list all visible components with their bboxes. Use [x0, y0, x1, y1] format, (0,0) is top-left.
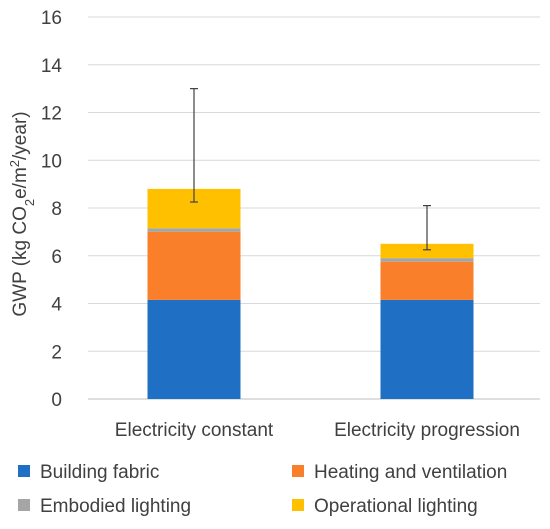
bar-segment-embodied-lighting: [380, 258, 474, 262]
legend-item: Heating and ventilation: [292, 462, 507, 483]
error-bar: [423, 205, 431, 251]
y-tick-label: 6: [51, 247, 62, 268]
legend-item: Embodied lighting: [18, 496, 191, 517]
y-tick-label: 10: [41, 151, 62, 172]
legend-label: Embodied lighting: [40, 496, 191, 517]
bar-segment-heating-and-ventilation: [380, 261, 474, 300]
legend-label: Heating and ventilation: [314, 462, 507, 483]
legend-swatch: [292, 465, 304, 477]
y-axis-title-mid: e/m: [10, 167, 31, 199]
bar-segment-building-fabric: [147, 299, 241, 399]
legend-swatch: [292, 499, 304, 511]
y-axis-title-sub: 2: [22, 199, 37, 206]
legend-label: Operational lighting: [314, 496, 478, 517]
legend: Building fabric Heating and ventilation Em…: [18, 462, 507, 517]
y-axis-title-prefix: GWP (kg CO: [10, 206, 31, 317]
legend-item: Operational lighting: [292, 496, 478, 517]
y-tick-label: 4: [51, 295, 62, 316]
category-labels: Electricity constant Electricity progress…: [115, 420, 520, 441]
legend-swatch: [18, 465, 30, 477]
y-tick-label: 12: [41, 104, 62, 125]
legend-swatch: [18, 499, 30, 511]
bars: [147, 188, 474, 399]
bar-segment-embodied-lighting: [147, 228, 241, 232]
legend-label: Building fabric: [40, 462, 159, 483]
y-axis-title: GWP (kg CO2e/m2/year): [7, 111, 37, 316]
y-tick-label: 2: [51, 342, 62, 363]
y-axis-title-sup: 2: [7, 160, 22, 167]
y-tick-label: 8: [51, 199, 62, 220]
y-tick-label: 16: [41, 8, 62, 29]
y-axis-title-suffix: /year): [10, 111, 31, 160]
bar-segment-heating-and-ventilation: [147, 231, 241, 300]
legend-item: Building fabric: [18, 462, 159, 483]
category-label: Electricity progression: [334, 420, 520, 441]
y-tick-label: 0: [51, 390, 62, 411]
error-bar: [190, 88, 198, 203]
category-label: Electricity constant: [115, 420, 274, 441]
y-tick-labels: 0 2 4 6 8 10 12 14 16: [41, 8, 63, 411]
bar-segment-operational-lighting: [380, 243, 474, 259]
error-bars: [190, 88, 431, 251]
bar-segment-building-fabric: [380, 299, 474, 399]
y-tick-label: 14: [41, 56, 63, 77]
